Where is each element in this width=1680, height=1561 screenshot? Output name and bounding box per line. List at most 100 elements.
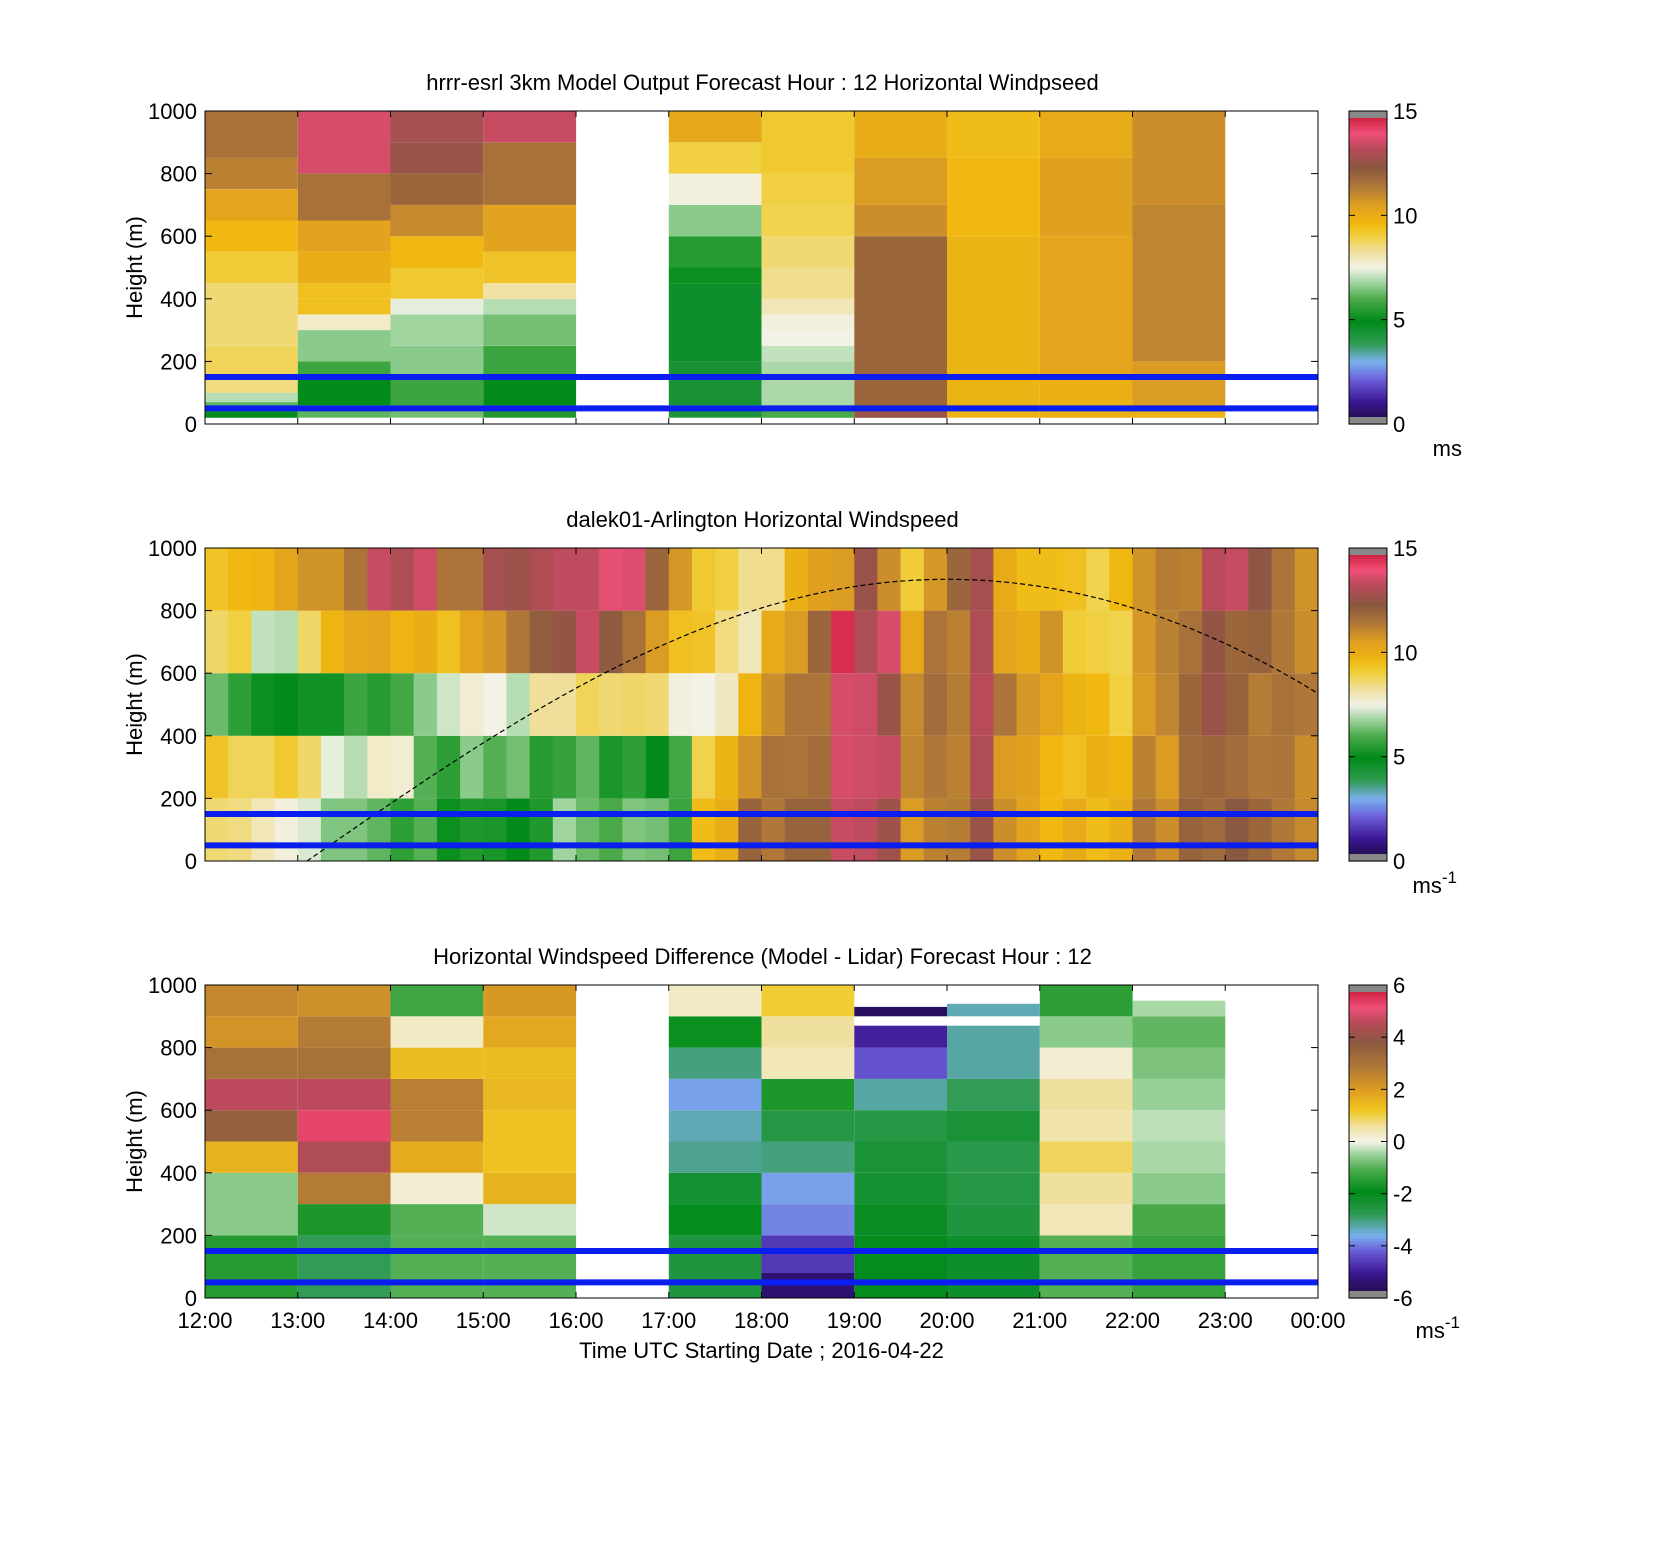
colorbar-segment	[1349, 353, 1387, 357]
colorbar-segment	[1349, 1279, 1387, 1283]
colorbar-segment	[1349, 157, 1387, 162]
colorbar-segment	[1349, 621, 1387, 625]
heatmap-cell	[1039, 673, 1064, 736]
colorbar-segment	[1349, 267, 1387, 271]
colorbar-segment	[1349, 1026, 1387, 1030]
colorbar-segment	[1349, 1224, 1387, 1229]
colorbar-cap	[1349, 854, 1387, 861]
colorbar-segment	[1349, 821, 1387, 826]
colorbar-segment	[1349, 395, 1387, 399]
heatmap-cell	[1086, 798, 1110, 861]
colorbar-segment	[1349, 379, 1387, 383]
colorbar-segment	[1349, 607, 1387, 612]
heatmap-cell	[691, 548, 716, 611]
heatmap-cell	[1248, 735, 1272, 799]
heatmap-cell	[205, 1078, 298, 1111]
heatmap-cell	[205, 345, 298, 378]
heatmap-cell	[1039, 610, 1064, 674]
colorbar-segment	[1349, 1125, 1387, 1130]
colorbar-segment	[1349, 358, 1387, 362]
colorbar-segment	[1349, 330, 1387, 334]
x-tick-label: 20:00	[919, 1308, 974, 1333]
heatmap-cell	[668, 267, 762, 284]
heatmap-cell	[1155, 735, 1180, 799]
colorbar-segment	[1349, 801, 1387, 805]
colorbar-segment	[1349, 581, 1387, 586]
heatmap-cell	[761, 267, 855, 299]
colorbar-segment	[1349, 1089, 1387, 1093]
colorbar-segment	[1349, 217, 1387, 222]
colorbar-segment	[1349, 285, 1387, 289]
heatmap-cell	[738, 673, 762, 736]
heatmap-cell	[320, 610, 345, 674]
colorbar-segment	[1349, 280, 1387, 284]
colorbar-segment	[1349, 824, 1387, 828]
colorbar-segment	[1349, 1055, 1387, 1059]
colorbar-segment	[1349, 244, 1387, 248]
colorbar-segment	[1349, 1084, 1387, 1088]
colorbar-tick-label: 6	[1393, 973, 1405, 998]
colorbar-segment	[1349, 1099, 1387, 1103]
colorbar-segment	[1349, 722, 1387, 726]
heatmap-cell	[297, 1016, 391, 1048]
colorbar-segment	[1349, 571, 1387, 575]
colorbar-tick-label: 15	[1393, 536, 1417, 561]
colorbar-segment	[1349, 683, 1387, 687]
heatmap-cell	[1109, 673, 1133, 736]
heatmap-cell	[854, 735, 878, 799]
heatmap-cell	[923, 798, 948, 861]
colorbar-segment	[1349, 1029, 1387, 1033]
colorbar-segment	[1349, 811, 1387, 815]
colorbar-segment	[1349, 337, 1387, 342]
y-tick-label: 600	[160, 1098, 197, 1123]
colorbar-segment	[1349, 1044, 1387, 1049]
colorbar-segment	[1349, 992, 1387, 997]
colorbar-segment	[1349, 613, 1387, 617]
y-tick-label: 200	[160, 349, 197, 374]
heatmap-cell	[1225, 798, 1249, 861]
colorbar-segment	[1349, 165, 1387, 169]
heatmap-cell	[205, 548, 229, 611]
heatmap-cell	[483, 1235, 577, 1298]
heatmap-cell	[297, 1235, 391, 1298]
colorbar-segment	[1349, 1097, 1387, 1101]
heatmap-cell	[483, 735, 507, 799]
heatmap-cell	[390, 267, 484, 299]
heatmap-cell	[483, 1204, 577, 1236]
heatmap-cell	[738, 548, 762, 611]
heatmap-cell	[460, 798, 484, 861]
colorbar-segment	[1349, 1227, 1387, 1231]
heatmap-cell	[413, 673, 438, 736]
heatmap-cell	[251, 735, 275, 799]
colorbar-segment	[1349, 1277, 1387, 1281]
colorbar-segment	[1349, 199, 1387, 203]
heatmap-cell	[483, 251, 577, 284]
heatmap-cell	[947, 1110, 1040, 1142]
heatmap-cell	[1271, 548, 1296, 611]
colorbar-segment	[1349, 207, 1387, 211]
heatmap-cell	[483, 673, 507, 736]
heatmap-cell	[854, 1110, 948, 1142]
colorbar-segment	[1349, 1073, 1387, 1077]
heatmap-cell	[947, 111, 1040, 158]
heatmap-cell	[1132, 1235, 1226, 1298]
colorbar-segment	[1349, 790, 1387, 794]
heatmap-cell	[1039, 1047, 1133, 1079]
heatmap-cell	[297, 111, 391, 174]
colorbar-segment	[1349, 847, 1387, 852]
heatmap-cell	[205, 283, 298, 346]
colorbar-segment	[1349, 155, 1387, 159]
colorbar-segment	[1349, 660, 1387, 664]
heatmap-cell	[761, 1141, 855, 1173]
heatmap-cell	[320, 548, 345, 611]
colorbar-segment	[1349, 701, 1387, 706]
heatmap-cell	[923, 673, 948, 736]
y-tick-label: 1000	[148, 99, 197, 124]
colorbar-segment	[1349, 173, 1387, 177]
heatmap-cell	[1225, 610, 1249, 674]
colorbar-segment	[1349, 1076, 1387, 1080]
heatmap-cell	[877, 673, 901, 736]
heatmap-cell	[622, 610, 646, 674]
heatmap-cell	[320, 798, 345, 861]
heatmap-cell	[1225, 673, 1249, 736]
